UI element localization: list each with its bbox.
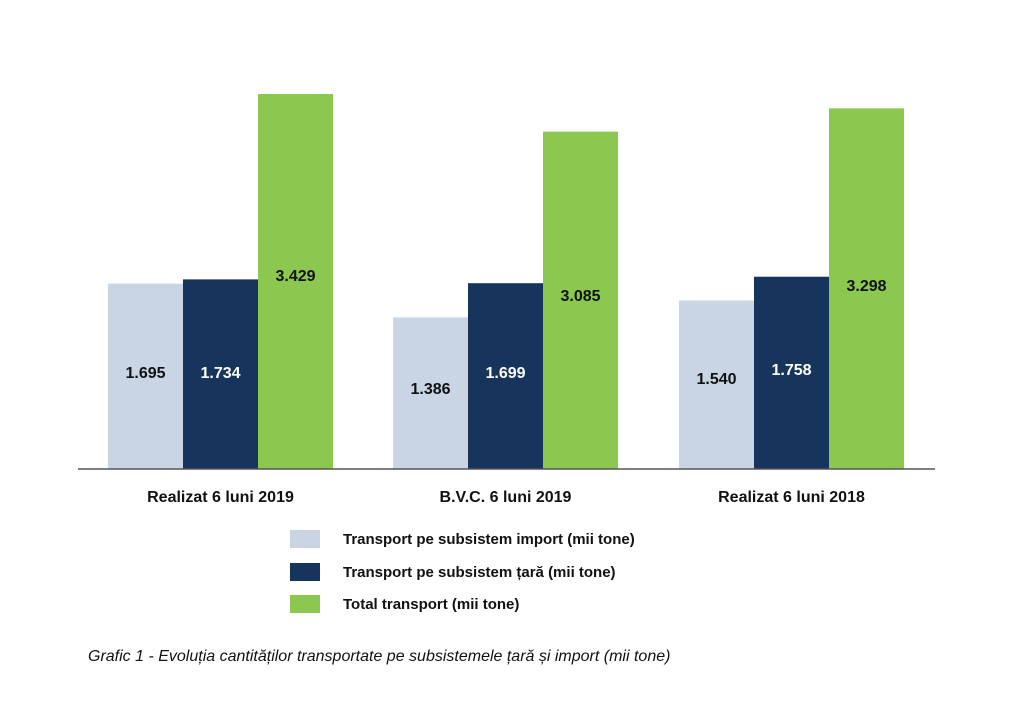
data-label: 1.695 bbox=[125, 365, 165, 382]
bar-3-1 bbox=[258, 94, 333, 469]
data-label: 1.758 bbox=[771, 362, 811, 379]
legend-swatch bbox=[290, 595, 320, 613]
category-label: Realizat 6 luni 2018 bbox=[718, 489, 865, 506]
category-label: B.V.C. 6 luni 2019 bbox=[440, 489, 572, 506]
legend-swatch bbox=[290, 530, 320, 548]
legend: Transport pe subsistem import (mii tone)… bbox=[290, 530, 635, 613]
data-label: 1.734 bbox=[200, 365, 240, 382]
category-label: Realizat 6 luni 2019 bbox=[147, 489, 294, 506]
bars-group: 1.695 1.386 1.540 1.734 1.699 1.758 3.429 3.085… bbox=[108, 94, 904, 470]
figure-caption: Grafic 1 - Evoluția cantităților transpo… bbox=[88, 648, 671, 665]
data-label: 3.298 bbox=[846, 278, 886, 295]
data-label: 3.429 bbox=[275, 268, 315, 285]
data-label: 3.085 bbox=[560, 288, 600, 305]
bar-3-3 bbox=[829, 108, 904, 470]
legend-swatch bbox=[290, 563, 320, 581]
data-label: 1.386 bbox=[410, 381, 450, 398]
bar-2-2 bbox=[468, 283, 543, 469]
bar-1-3 bbox=[679, 300, 754, 469]
legend-label: Transport pe subsistem țară (mii tone) bbox=[343, 564, 616, 581]
bar-3-2 bbox=[543, 131, 618, 469]
bar-2-1 bbox=[183, 279, 258, 469]
legend-label: Transport pe subsistem import (mii tone) bbox=[343, 531, 635, 548]
bar-1-1 bbox=[108, 283, 183, 469]
data-label: 1.699 bbox=[485, 365, 525, 382]
data-label: 1.540 bbox=[696, 371, 736, 388]
legend-label: Total transport (mii tone) bbox=[343, 596, 519, 613]
bar-2-3 bbox=[754, 276, 829, 469]
bar-1-2 bbox=[393, 317, 468, 469]
category-labels: Realizat 6 luni 2019 B.V.C. 6 luni 2019 Re… bbox=[147, 489, 865, 506]
